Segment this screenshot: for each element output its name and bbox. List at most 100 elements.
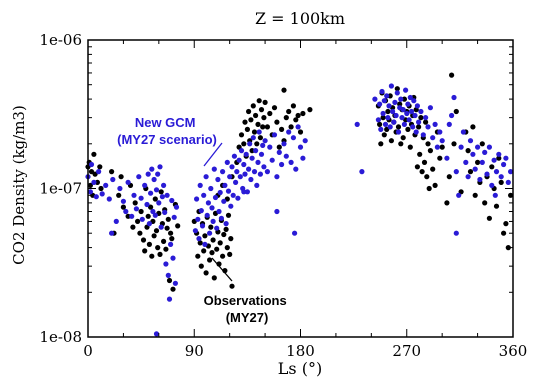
gcm-point xyxy=(165,272,171,278)
gcm-point xyxy=(162,209,168,215)
gcm-point xyxy=(168,241,174,247)
gcm-point xyxy=(120,198,126,204)
gcm-point xyxy=(241,189,247,195)
observation-point xyxy=(486,215,492,221)
gcm-point xyxy=(479,159,485,165)
observation-point xyxy=(170,286,176,292)
observation-point xyxy=(260,124,266,130)
observation-point xyxy=(209,250,215,256)
observation-point xyxy=(293,117,299,123)
observation-point xyxy=(241,141,247,147)
gcm-point xyxy=(96,169,102,175)
gcm-point xyxy=(449,112,455,119)
gcm-point xyxy=(458,144,464,150)
gcm-point xyxy=(269,157,275,163)
y-tick-label: 1e-08 xyxy=(39,328,82,346)
observation-point xyxy=(425,141,431,147)
gcm-point xyxy=(145,171,151,177)
observation-point xyxy=(426,185,432,192)
gcm-point xyxy=(392,99,398,105)
gcm-point xyxy=(172,280,178,286)
gcm-point xyxy=(91,179,97,185)
gcm-point xyxy=(425,124,431,130)
gcm-point xyxy=(482,149,488,155)
gcm-point xyxy=(453,169,459,175)
gcm-point xyxy=(486,144,492,150)
gcm-point xyxy=(247,141,253,147)
observation-point xyxy=(505,245,511,251)
gcm-point xyxy=(210,218,216,224)
gcm-point xyxy=(384,93,390,99)
x-axis-label: Ls (°) xyxy=(278,359,322,378)
gcm-point xyxy=(163,261,169,267)
gcm-point xyxy=(501,161,507,168)
gcm-point xyxy=(196,236,202,242)
gcm-point xyxy=(390,108,396,115)
observation-point xyxy=(198,263,204,269)
gcm-point xyxy=(149,166,155,172)
gcm-point xyxy=(267,144,273,150)
observation-point xyxy=(432,182,438,188)
gcm-point xyxy=(281,141,287,147)
observation-point xyxy=(203,270,209,276)
gcm-point xyxy=(110,176,116,183)
observation-point xyxy=(169,236,175,242)
observation-point xyxy=(130,224,136,230)
observation-point xyxy=(279,126,285,132)
gcm-point xyxy=(136,174,142,180)
gcm-point xyxy=(430,135,436,141)
gcm-point xyxy=(246,166,252,172)
gcm-point xyxy=(242,171,248,177)
gcm-point xyxy=(150,208,156,215)
observation-point xyxy=(274,119,280,125)
x-tick-label: 360 xyxy=(499,342,528,360)
observation-point xyxy=(157,251,163,257)
observation-point xyxy=(262,99,268,105)
observation-point xyxy=(223,226,229,232)
gcm-point xyxy=(238,148,245,154)
gcm-point xyxy=(400,107,406,113)
gcm-point xyxy=(382,121,389,127)
gcm-point xyxy=(427,105,433,111)
observation-point xyxy=(138,208,144,215)
observation-point xyxy=(424,174,430,180)
gcm-point xyxy=(230,192,236,198)
observation-point xyxy=(283,115,289,121)
observation-point xyxy=(201,248,207,254)
observation-point xyxy=(377,121,383,127)
observation-point xyxy=(228,236,234,242)
gcm-point xyxy=(254,182,260,188)
observation-point xyxy=(97,164,103,170)
gcm-point xyxy=(381,98,387,104)
gcm-point xyxy=(212,194,219,201)
observation-point xyxy=(146,241,152,247)
observation-point xyxy=(253,112,259,119)
gcm-point xyxy=(237,174,243,180)
observation-point xyxy=(225,212,232,218)
observation-point xyxy=(475,159,481,165)
gcm-point xyxy=(410,124,416,130)
gcm-point xyxy=(233,179,239,185)
observation-point xyxy=(165,216,171,222)
gcm-point xyxy=(123,208,129,215)
gcm-point xyxy=(153,331,160,337)
observation-point xyxy=(453,108,459,115)
gcm-point xyxy=(207,230,213,236)
gcm-point xyxy=(274,208,280,215)
gcm-point xyxy=(250,135,256,141)
gcm-point xyxy=(288,159,294,165)
observation-point xyxy=(472,192,478,198)
gcm-point xyxy=(354,121,360,127)
gcm-point xyxy=(271,132,278,138)
gcm-point xyxy=(434,144,440,150)
observation-point xyxy=(211,275,217,281)
gcm-point xyxy=(470,151,476,157)
observation-point xyxy=(197,240,203,246)
observation-point xyxy=(388,138,394,144)
gcm-point xyxy=(380,110,386,117)
gcm-point xyxy=(195,216,201,222)
observation-point xyxy=(307,107,313,113)
gcm-point xyxy=(170,255,176,261)
gcm-point xyxy=(465,174,471,180)
gcm-point xyxy=(401,121,407,127)
